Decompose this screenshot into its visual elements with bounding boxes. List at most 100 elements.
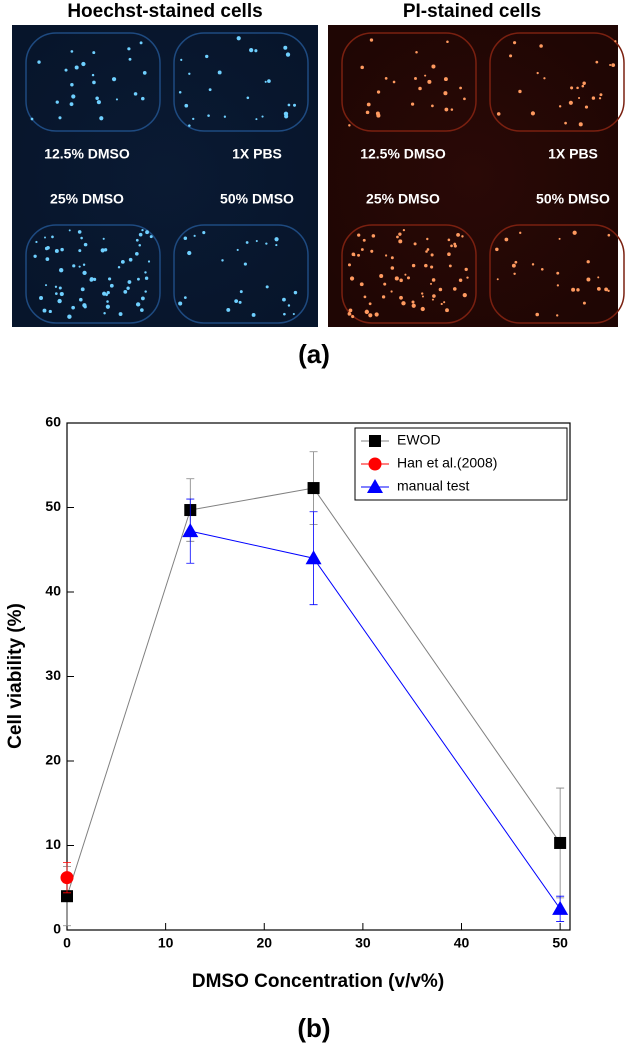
cell-dot — [584, 105, 589, 109]
marker — [60, 871, 74, 885]
cell-dot — [513, 41, 517, 45]
x-tick-label: 50 — [552, 935, 568, 951]
cell-dot — [365, 110, 370, 115]
cell-dot — [599, 93, 603, 97]
y-axis-label: Cell viability (%) — [5, 603, 26, 749]
cell-dot — [396, 235, 399, 239]
cell-dot — [359, 282, 364, 287]
cell-dot — [430, 265, 434, 269]
cell-dot — [402, 228, 406, 232]
cell-dot — [607, 233, 611, 237]
cell-dot — [239, 290, 243, 294]
cell-dot — [421, 292, 424, 295]
cell-dot — [82, 263, 86, 266]
cell-dot — [283, 45, 288, 50]
cell-dot — [431, 104, 434, 108]
cell-dot — [440, 302, 443, 306]
cell-dot — [577, 96, 581, 100]
cell-dot — [202, 231, 206, 235]
cell-dot — [180, 58, 183, 61]
cell-dot — [426, 248, 430, 251]
cell-dot — [511, 263, 516, 268]
cell-dot — [45, 284, 48, 287]
cell-dot — [556, 314, 559, 317]
cell-dot — [384, 77, 388, 80]
well-label: 25% DMSO — [50, 191, 124, 207]
cell-dot — [33, 254, 37, 258]
y-tick-label: 50 — [45, 498, 61, 514]
cell-dot — [456, 232, 460, 237]
cell-dot — [117, 265, 121, 269]
y-tick-label: 40 — [45, 583, 61, 599]
cell-dot — [293, 103, 297, 107]
cell-dot — [398, 232, 402, 236]
cell-dot — [123, 289, 128, 294]
legend-marker — [368, 457, 382, 471]
x-axis-label: DMSO Concentration (v/v%) — [192, 971, 444, 992]
legend-box — [354, 427, 568, 501]
cell-dot — [430, 282, 433, 285]
cell-dot — [570, 86, 574, 90]
cell-dot — [144, 276, 149, 280]
left-image-title: Hoechst-stained cells — [67, 1, 262, 22]
cell-dot — [103, 248, 108, 252]
cell-dot — [463, 97, 466, 101]
cell-dot — [78, 249, 82, 253]
cell-dot — [265, 285, 269, 289]
cell-dot — [264, 80, 267, 83]
x-tick-label: 0 — [63, 935, 71, 951]
cell-dot — [139, 41, 143, 45]
well — [341, 224, 477, 324]
cell-dot — [138, 232, 143, 237]
cell-dot — [426, 237, 429, 241]
cell-dot — [411, 303, 416, 308]
legend-marker — [369, 435, 381, 447]
pi-image — [328, 25, 618, 327]
cell-dot — [183, 296, 187, 299]
cell-dot — [221, 259, 224, 262]
cell-dot — [70, 50, 74, 53]
cell-dot — [360, 248, 364, 251]
cell-dot — [236, 248, 239, 252]
cell-dot — [144, 271, 147, 274]
cell-dot — [568, 100, 573, 105]
cell-dot — [431, 298, 434, 301]
cell-dot — [92, 51, 96, 55]
cell-dot — [249, 48, 254, 53]
cell-dot — [48, 309, 52, 314]
cell-dot — [188, 124, 191, 127]
cell-dot — [576, 86, 579, 90]
cell-dot — [418, 86, 422, 91]
cell-dot — [42, 308, 47, 313]
cell-dot — [427, 79, 432, 84]
cell-dot — [35, 240, 38, 244]
cell-dot — [514, 260, 518, 264]
cell-dot — [376, 90, 381, 94]
well — [173, 224, 309, 324]
cell-dot — [381, 295, 386, 299]
cell-dot — [392, 80, 396, 84]
cell-dot — [357, 253, 361, 257]
cell-dot — [72, 264, 76, 268]
cell-dot — [83, 305, 87, 309]
cell-dot — [519, 231, 522, 235]
cell-dot — [275, 243, 278, 247]
cell-dot — [135, 302, 141, 307]
cell-dot — [141, 96, 145, 101]
well — [25, 32, 161, 132]
cell-dot — [261, 115, 264, 118]
cell-dot — [536, 71, 539, 75]
cell-dot — [99, 116, 104, 121]
cell-dot — [223, 115, 227, 118]
cell-dot — [572, 230, 577, 235]
cell-dot — [54, 292, 58, 295]
wells: 12.5% DMSO 1X PBS 25% DMSO 50% DMSO 12.5% DM… — [25, 32, 625, 324]
cell-dot — [390, 290, 393, 293]
cell-dot — [82, 270, 87, 276]
cell-dot — [438, 287, 443, 292]
cell-dot — [611, 63, 616, 67]
cell-dot — [369, 38, 374, 42]
cell-dot — [127, 47, 131, 51]
cell-dot — [390, 266, 395, 270]
